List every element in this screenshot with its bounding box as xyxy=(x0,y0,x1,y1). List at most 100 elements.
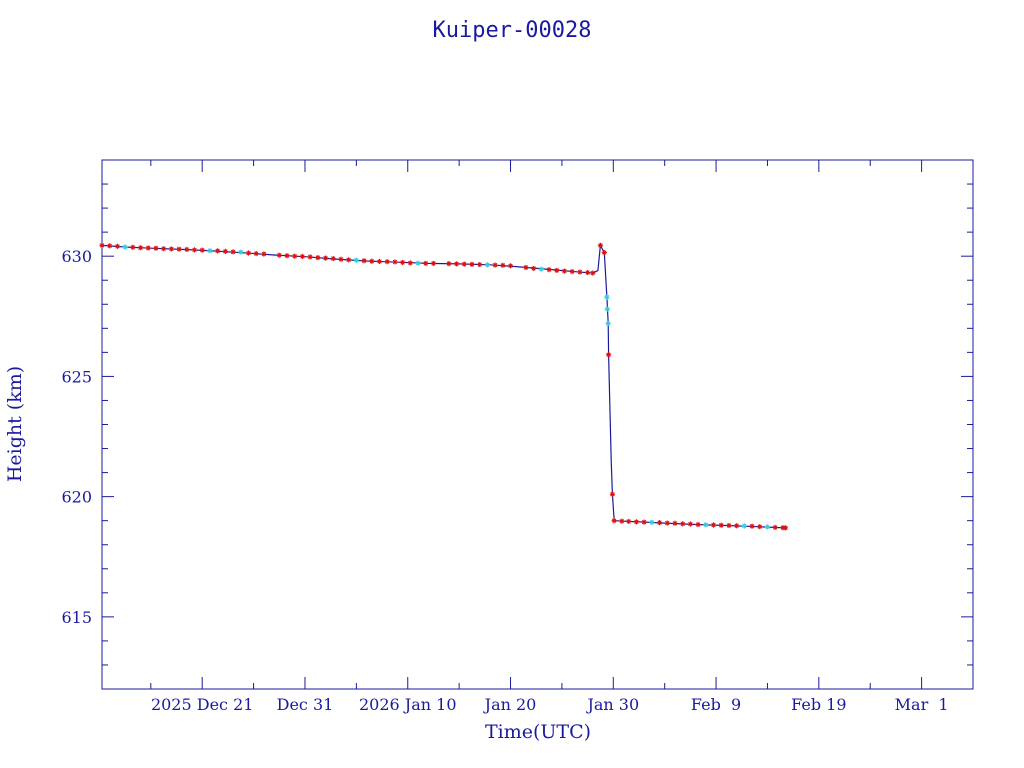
data-point-marker xyxy=(253,250,259,257)
data-point-marker xyxy=(384,259,390,265)
data-point-marker xyxy=(680,521,686,527)
data-point-marker xyxy=(199,247,205,253)
data-point-marker xyxy=(611,518,617,524)
data-point-marker xyxy=(604,306,610,312)
data-point-marker xyxy=(734,523,740,529)
data-point-marker xyxy=(145,245,151,251)
x-tick-label: Jan 20 xyxy=(483,695,537,714)
data-point-marker xyxy=(423,260,429,266)
data-point-marker xyxy=(446,261,452,267)
data-point-marker xyxy=(782,525,789,531)
x-tick-label: Feb 19 xyxy=(791,695,846,714)
data-point-marker xyxy=(176,246,182,252)
data-point-marker xyxy=(184,246,190,253)
data-point-marker xyxy=(554,267,560,273)
data-point-marker xyxy=(315,255,321,261)
x-axis: 2025 Dec 21 Dec 31 2026 Jan 10 Jan 20 Jan 30… xyxy=(150,160,949,714)
data-point-marker xyxy=(276,252,282,258)
data-point-marker xyxy=(649,519,655,525)
data-point-marker xyxy=(609,491,616,497)
data-point-marker xyxy=(430,260,437,266)
data-point-marker xyxy=(569,268,575,275)
data-point-marker xyxy=(726,522,732,529)
data-point-marker xyxy=(99,242,105,248)
data-point-marker xyxy=(764,524,771,530)
data-point-marker xyxy=(222,248,228,254)
data-point-marker xyxy=(137,245,144,251)
data-point-marker xyxy=(230,249,236,255)
data-point-marker xyxy=(453,261,460,267)
data-point-marker xyxy=(626,518,632,525)
data-point-marker xyxy=(207,248,213,254)
data-point-marker xyxy=(749,523,755,529)
y-tick-label: 630 xyxy=(61,247,92,266)
data-point-marker xyxy=(605,320,611,327)
data-point-marker xyxy=(619,518,625,524)
data-point-marker xyxy=(601,249,607,256)
data-point-marker xyxy=(346,257,352,263)
data-point-marker xyxy=(538,266,544,272)
data-point-marker xyxy=(284,253,290,259)
data-point-marker xyxy=(168,246,174,252)
data-point-marker xyxy=(484,262,490,268)
data-point-marker xyxy=(353,257,359,263)
data-point-marker xyxy=(710,522,717,528)
data-point-marker xyxy=(672,520,678,526)
x-tick-label: Dec 31 xyxy=(277,695,334,714)
data-point-marker xyxy=(369,258,375,264)
data-point-marker xyxy=(238,249,244,255)
data-point-marker xyxy=(114,243,121,249)
data-point-marker xyxy=(469,261,475,267)
data-point-marker xyxy=(605,352,612,358)
y-tick-label: 625 xyxy=(61,367,92,386)
data-point-marker xyxy=(299,253,306,260)
data-point-marker xyxy=(656,520,663,526)
x-tick-label: 2025 Dec 21 xyxy=(151,695,254,714)
data-point-marker xyxy=(161,246,167,252)
x-axis-label: Time(UTC) xyxy=(485,721,591,743)
data-point-marker xyxy=(307,254,313,260)
data-point-marker xyxy=(376,258,383,265)
data-point-marker xyxy=(215,248,221,254)
data-point-marker xyxy=(633,519,640,525)
plot-frame xyxy=(101,159,974,690)
y-tick-label: 620 xyxy=(61,488,92,507)
data-point-marker xyxy=(322,255,329,261)
data-point-marker xyxy=(415,260,421,266)
data-point-marker xyxy=(330,255,336,262)
data-point-marker xyxy=(338,256,344,262)
data-point-marker xyxy=(107,243,113,249)
data-point-marker xyxy=(523,264,529,271)
data-point-marker xyxy=(757,524,763,530)
data-point-marker xyxy=(500,262,506,268)
data-point-marker xyxy=(122,244,128,250)
data-point-marker xyxy=(461,261,467,267)
data-point-marker xyxy=(546,267,552,273)
data-point-marker xyxy=(361,258,367,264)
data-point-marker xyxy=(561,268,568,274)
y-tick-label: 615 xyxy=(61,608,92,627)
data-point-marker xyxy=(130,244,136,250)
data-point-marker xyxy=(687,521,693,527)
data-point-marker xyxy=(531,265,537,272)
data-point-marker xyxy=(664,520,670,526)
data-point-marker xyxy=(641,519,647,525)
x-tick-label: Jan 30 xyxy=(585,695,639,714)
data-point-marker xyxy=(585,269,591,276)
data-point-marker xyxy=(477,261,483,268)
data-point-marker xyxy=(261,251,267,257)
data-point-marker xyxy=(191,247,198,253)
data-point-marker xyxy=(718,522,724,528)
data-point-marker xyxy=(245,250,252,256)
data-point-marker xyxy=(492,262,498,268)
x-tick-label: Mar 1 xyxy=(895,695,949,714)
data-point-marker xyxy=(407,260,413,266)
data-point-marker xyxy=(153,245,159,251)
series-line-group xyxy=(101,243,786,529)
data-point-marker xyxy=(703,522,709,528)
series-markers xyxy=(99,242,789,531)
y-axis: 615 620 625 630 xyxy=(61,159,973,690)
data-point-marker xyxy=(590,270,596,276)
x-tick-label: 2026 Jan 10 xyxy=(359,695,457,714)
data-point-marker xyxy=(577,269,583,275)
